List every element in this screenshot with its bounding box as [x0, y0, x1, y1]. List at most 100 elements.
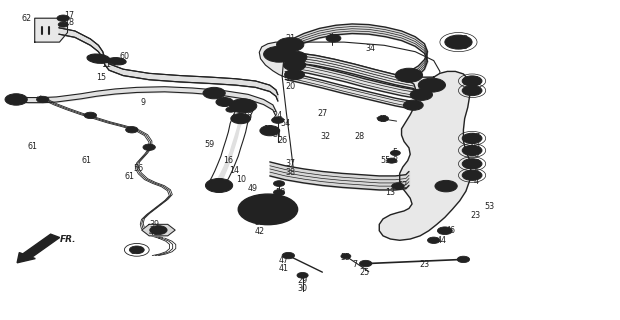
Circle shape: [91, 55, 103, 61]
Text: 49: 49: [206, 89, 216, 98]
Circle shape: [128, 128, 135, 132]
Text: 35: 35: [458, 42, 469, 52]
Circle shape: [283, 59, 306, 71]
Circle shape: [216, 98, 233, 107]
Polygon shape: [259, 42, 294, 77]
Circle shape: [272, 117, 284, 123]
Text: 8: 8: [393, 156, 398, 165]
Circle shape: [466, 88, 477, 93]
Circle shape: [277, 38, 304, 52]
Circle shape: [10, 96, 22, 103]
Circle shape: [297, 272, 308, 278]
Circle shape: [466, 172, 477, 178]
Text: 42: 42: [254, 227, 264, 236]
Circle shape: [258, 204, 278, 214]
Circle shape: [111, 58, 121, 63]
Text: 47: 47: [279, 256, 289, 265]
Circle shape: [462, 170, 482, 180]
Circle shape: [378, 116, 389, 122]
Text: 52: 52: [397, 181, 408, 190]
Text: 53: 53: [484, 202, 495, 211]
Text: 55: 55: [341, 253, 351, 262]
Text: 10: 10: [236, 175, 246, 184]
Circle shape: [441, 228, 449, 233]
Circle shape: [428, 237, 440, 244]
Circle shape: [466, 78, 477, 84]
Text: 14: 14: [229, 166, 239, 175]
Text: 38: 38: [285, 168, 295, 177]
Circle shape: [462, 133, 482, 143]
Text: 63: 63: [471, 141, 480, 150]
Circle shape: [143, 144, 156, 150]
Text: 7: 7: [352, 260, 357, 269]
Circle shape: [445, 35, 472, 49]
Circle shape: [391, 150, 401, 156]
Text: 61: 61: [125, 172, 135, 181]
Circle shape: [462, 76, 482, 86]
Text: 23: 23: [471, 211, 481, 220]
Text: 17: 17: [64, 11, 74, 20]
Circle shape: [430, 238, 437, 242]
Circle shape: [285, 69, 304, 80]
Circle shape: [39, 98, 46, 101]
Circle shape: [392, 152, 398, 154]
Circle shape: [282, 51, 307, 64]
Text: 28: 28: [355, 132, 365, 140]
Circle shape: [282, 252, 294, 259]
Circle shape: [387, 158, 397, 163]
Circle shape: [87, 114, 94, 117]
Circle shape: [126, 126, 138, 133]
Circle shape: [392, 183, 404, 189]
Text: 33: 33: [458, 35, 469, 44]
Circle shape: [462, 145, 482, 156]
Circle shape: [360, 260, 372, 267]
Text: 54: 54: [280, 119, 290, 128]
Circle shape: [249, 200, 286, 219]
Text: 57: 57: [471, 133, 481, 142]
Circle shape: [150, 226, 167, 235]
Circle shape: [37, 96, 49, 103]
Text: 55: 55: [380, 156, 391, 165]
Circle shape: [205, 179, 232, 193]
Circle shape: [401, 71, 417, 79]
Text: 27: 27: [317, 109, 327, 118]
Circle shape: [466, 161, 477, 167]
Text: 6: 6: [473, 150, 478, 159]
Circle shape: [329, 36, 338, 40]
Circle shape: [287, 53, 302, 61]
Text: 24: 24: [273, 111, 283, 120]
Text: 45: 45: [378, 115, 388, 124]
Text: 34: 34: [366, 44, 376, 53]
Circle shape: [462, 85, 482, 96]
Text: 2: 2: [473, 76, 479, 85]
Text: 51: 51: [130, 247, 141, 256]
Circle shape: [235, 102, 251, 110]
Circle shape: [438, 227, 452, 235]
Circle shape: [466, 148, 477, 153]
Circle shape: [264, 128, 275, 133]
Circle shape: [264, 46, 294, 62]
Circle shape: [435, 180, 457, 192]
Text: 1: 1: [473, 85, 478, 94]
Text: 61: 61: [28, 142, 38, 151]
Text: 29: 29: [298, 276, 308, 285]
Circle shape: [226, 107, 236, 112]
Text: 44: 44: [436, 236, 446, 245]
Circle shape: [457, 256, 469, 263]
Circle shape: [282, 41, 298, 49]
Circle shape: [326, 35, 341, 42]
Circle shape: [211, 181, 227, 190]
Text: 43: 43: [275, 196, 285, 205]
Text: 26: 26: [277, 136, 287, 145]
Text: 11: 11: [101, 60, 111, 69]
Circle shape: [288, 62, 301, 68]
Text: 50: 50: [329, 35, 339, 44]
Circle shape: [396, 68, 423, 82]
Polygon shape: [379, 71, 471, 240]
Text: 39: 39: [149, 220, 159, 229]
Text: 22: 22: [285, 42, 295, 52]
Text: 25: 25: [360, 268, 370, 277]
Circle shape: [450, 38, 466, 46]
Text: 59: 59: [205, 140, 215, 149]
Circle shape: [440, 183, 452, 189]
